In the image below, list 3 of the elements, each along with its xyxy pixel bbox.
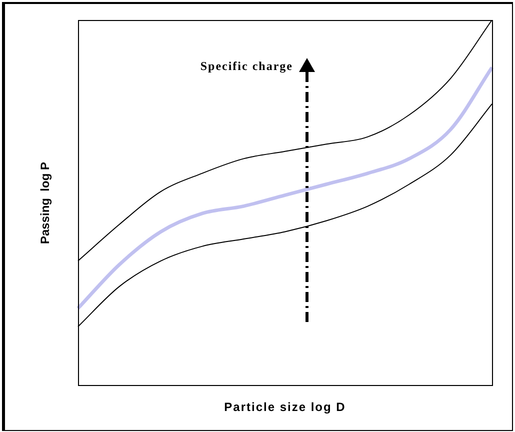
y-axis-title: Passing log P <box>38 161 52 244</box>
annotation: Specific charge <box>200 59 293 74</box>
x-axis-title: Particle size log D <box>223 400 347 414</box>
